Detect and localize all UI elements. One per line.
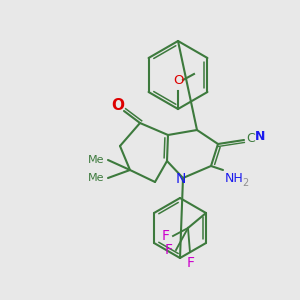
Text: F: F: [165, 243, 173, 257]
Text: 2: 2: [242, 178, 248, 188]
Text: O: O: [112, 98, 124, 112]
Text: F: F: [162, 229, 170, 243]
Text: N: N: [176, 172, 186, 186]
Text: Me: Me: [88, 155, 104, 165]
Text: O: O: [173, 74, 183, 87]
Text: N: N: [255, 130, 266, 142]
Text: Me: Me: [88, 173, 104, 183]
Text: C: C: [246, 131, 255, 145]
Text: NH: NH: [225, 172, 244, 185]
Text: F: F: [187, 256, 195, 270]
